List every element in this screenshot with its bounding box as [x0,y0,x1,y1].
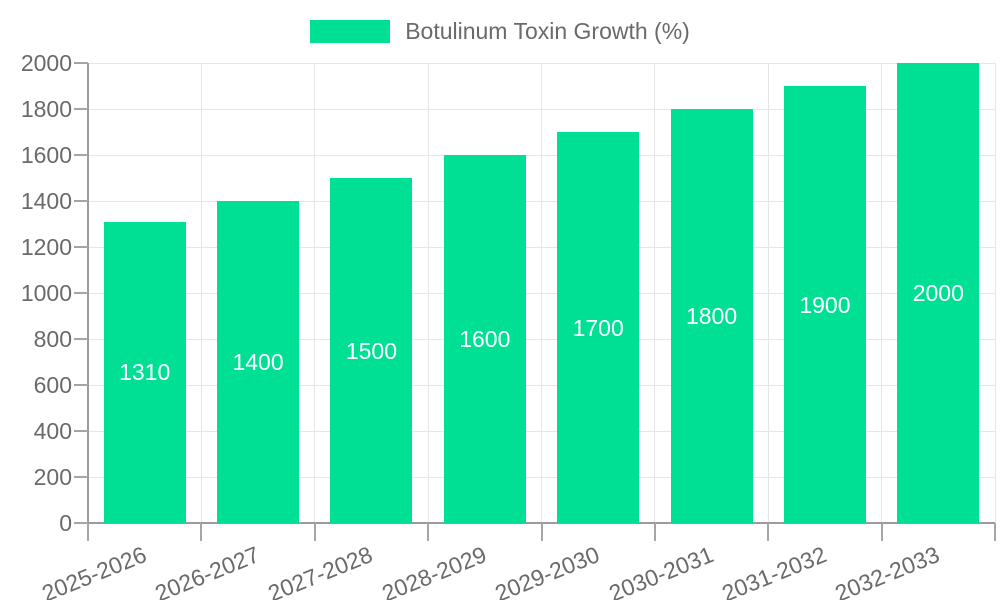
gridline-vertical [767,63,769,523]
x-axis-tick-label: 2032-2033 [831,541,944,600]
bar[interactable] [897,63,980,523]
y-axis-tick [74,522,88,524]
bar[interactable] [557,132,640,523]
bar-value-label: 1600 [459,326,511,352]
y-axis-tick [74,154,88,156]
x-axis-tick-label: 2028-2029 [378,541,490,600]
y-axis-tick [74,430,88,432]
gridline-vertical [427,63,429,523]
bar[interactable] [783,86,866,523]
bar[interactable] [217,201,300,523]
bar-value-label: 1700 [572,314,624,341]
x-axis-tick-label: 2030-2031 [604,541,717,600]
x-axis-tick-label: 2026-2027 [151,541,264,600]
y-axis-tick-label: 1000 [20,279,72,306]
y-axis-tick-label: 200 [33,463,72,490]
y-axis-tick [74,384,88,386]
x-axis-tick [540,523,543,541]
y-axis-tick [74,338,88,340]
bar[interactable] [330,178,413,523]
y-axis-tick-label: 1400 [20,187,72,214]
legend-swatch [310,20,391,43]
bar-value-label: 1800 [685,303,738,329]
bar[interactable] [670,109,753,523]
x-axis-tick-label: 2031-2032 [718,541,830,600]
y-axis-tick-label: 1600 [20,141,72,168]
gridline-vertical [200,63,202,523]
bar-value-label: 1500 [345,337,398,364]
y-axis-line [87,63,89,523]
x-axis-tick-label: 2027-2028 [264,541,377,600]
x-axis-tick [87,523,89,541]
y-axis-tick-label: 1800 [20,95,72,122]
x-axis-tick [313,523,316,541]
legend[interactable]: Botulinum Toxin Growth (%) [0,18,1000,45]
gridline-vertical [654,63,656,523]
x-axis-tick [427,523,430,541]
y-axis-tick [74,246,88,248]
bar[interactable] [443,155,526,523]
x-axis-tick [767,523,770,541]
bar[interactable] [103,221,186,523]
y-axis-tick-label: 1200 [20,233,72,260]
y-axis-tick [74,62,88,64]
bar-value-label: 1400 [232,349,284,375]
x-axis-tick [880,523,883,541]
x-axis-tick [200,523,203,541]
y-axis-tick-label: 0 [59,509,72,536]
y-axis-tick-label: 600 [33,371,72,398]
x-axis-tick-label: 2029-2030 [491,541,604,600]
bar-value-label: 1310 [119,359,171,386]
y-axis-tick-label: 2000 [20,49,72,76]
gridline-vertical [881,63,883,523]
gridline-vertical [314,63,316,523]
x-axis-tick [653,523,656,541]
y-axis-tick-label: 400 [33,417,72,444]
gridline-vertical [541,63,542,523]
y-axis-tick [74,476,88,478]
legend-label: Botulinum Toxin Growth (%) [405,18,690,44]
y-axis-tick [74,108,88,110]
y-axis-tick [74,292,88,294]
x-axis-tick-label: 2025-2026 [37,541,150,600]
y-axis-tick [74,200,88,202]
bar-value-label: 2000 [912,280,964,306]
x-axis-tick [994,523,996,541]
y-axis-tick-label: 800 [33,325,72,352]
bar-value-label: 1900 [799,291,851,318]
gridline-vertical [994,63,996,523]
